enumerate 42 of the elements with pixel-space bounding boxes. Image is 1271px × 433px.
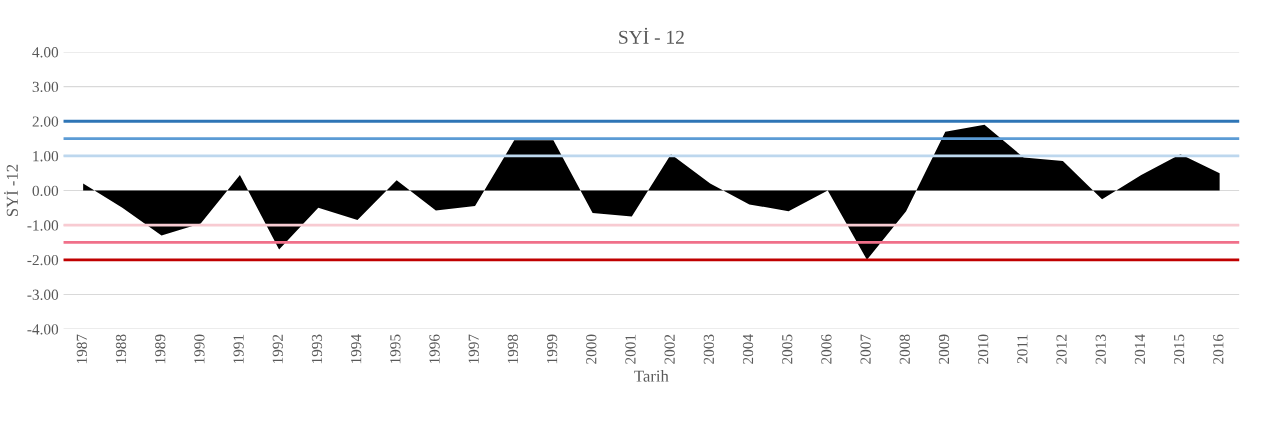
x-tick-label: 1998 — [507, 334, 519, 364]
x-tick-label: 2010 — [978, 334, 989, 364]
x-axis-title: Tarih — [634, 370, 669, 382]
x-tick-label: 1993 — [311, 334, 323, 364]
x-tick-label: 1997 — [468, 334, 479, 364]
y-tick-label: 3.00 — [32, 81, 59, 93]
x-tick-label: 2004 — [742, 334, 754, 364]
x-tick-label: 2002 — [664, 334, 675, 364]
x-tick-label: 2011 — [1017, 334, 1028, 364]
x-tick-label: 1990 — [194, 334, 205, 364]
x-tick-label: 2014 — [1134, 334, 1146, 364]
x-tick-label: 1994 — [351, 334, 362, 364]
chart-title: SYİ - 12 — [619, 27, 684, 44]
x-tick-label: 2000 — [586, 334, 597, 364]
y-tick-label: 2.00 — [32, 116, 59, 127]
y-tick-label: -4.00 — [27, 324, 59, 335]
x-tick-label: 1995 — [390, 334, 401, 364]
x-tick-label: 1988 — [115, 334, 127, 364]
x-tick-label: 2003 — [703, 334, 714, 364]
x-tick-label: 2013 — [1095, 334, 1106, 364]
x-tick-label: 1991 — [233, 334, 244, 364]
x-tick-label: 2007 — [860, 334, 871, 364]
x-tick-label: 1996 — [429, 334, 440, 364]
y-tick-label: -2.00 — [27, 254, 59, 266]
x-tick-label: 2015 — [1173, 334, 1185, 364]
x-tick-label: 2006 — [821, 334, 832, 364]
x-tick-label: 2016 — [1213, 334, 1224, 364]
x-tick-label: 2001 — [625, 334, 636, 364]
x-tick-label: 2005 — [782, 334, 793, 364]
x-tick-label: 2009 — [938, 334, 950, 364]
y-tick-label: 4.00 — [32, 47, 59, 58]
x-tick-label: 1987 — [76, 334, 87, 364]
x-tick-label: 1992 — [272, 334, 283, 364]
x-tick-label: 2008 — [899, 334, 910, 364]
y-axis-title: SYİ -12 — [4, 164, 18, 217]
y-tick-label: -1.00 — [27, 220, 59, 231]
y-tick-label: 0.00 — [32, 185, 59, 197]
x-tick-label: 1989 — [155, 334, 166, 364]
y-tick-label: -3.00 — [27, 289, 59, 300]
y-tick-label: 1.00 — [33, 151, 59, 162]
x-tick-label: 1999 — [546, 334, 558, 364]
x-tick-label: 2012 — [1056, 334, 1067, 364]
